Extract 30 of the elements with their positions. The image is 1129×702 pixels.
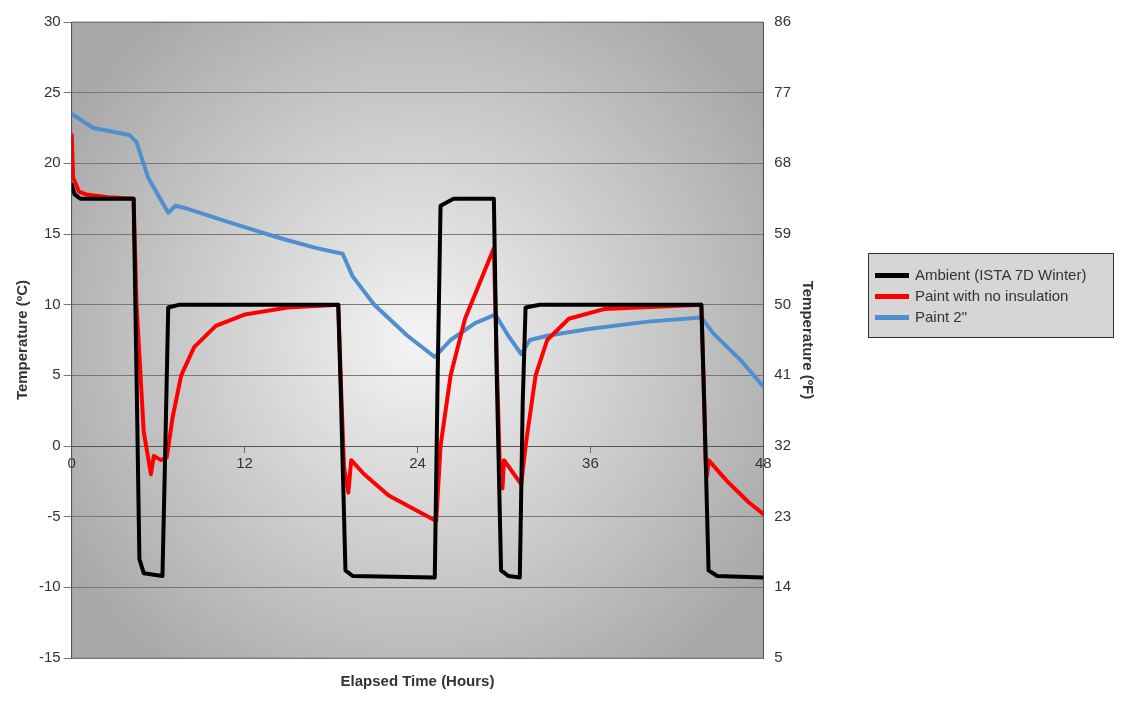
y-tick-label: 15 xyxy=(43,224,61,242)
y-tick-label: 20 xyxy=(43,153,61,171)
y2-axis-title: Temperature (ºF) xyxy=(799,280,817,400)
y2-tick-label: 77 xyxy=(774,82,791,100)
x-tick-label: 48 xyxy=(754,454,772,472)
y2-tick-label: 5 xyxy=(774,648,783,666)
y-tick-label: -15 xyxy=(38,648,61,666)
y2-tick-label: 23 xyxy=(774,506,791,524)
y-tick-label: 25 xyxy=(43,82,61,100)
y2-tick-label: 50 xyxy=(774,294,791,312)
y-tick-label: -10 xyxy=(38,577,61,595)
y-axis-title: Temperature (ºC) xyxy=(13,279,31,401)
y2-tick-label: 59 xyxy=(774,224,791,242)
legend-label: Paint 2" xyxy=(915,308,968,325)
y2-tick-label: 86 xyxy=(774,12,791,30)
y-tick-label: -5 xyxy=(47,506,61,524)
legend-label: Ambient (ISTA 7D Winter) xyxy=(915,266,1087,283)
y2-tick-label: 14 xyxy=(774,577,791,595)
y2-tick-label: 32 xyxy=(774,436,791,454)
legend-label: Paint with no insulation xyxy=(915,287,1069,304)
y2-tick-label: 41 xyxy=(774,365,791,383)
x-tick-label: 36 xyxy=(582,454,599,472)
y-tick-label: 0 xyxy=(52,436,61,454)
x-axis-title: Elapsed Time (Hours) xyxy=(340,672,495,690)
x-tick-label: 12 xyxy=(236,454,253,472)
y-tick-label: 10 xyxy=(43,294,61,312)
y2-tick-label: 68 xyxy=(774,153,791,171)
x-tick-label: 24 xyxy=(409,454,426,472)
y-tick-label: 30 xyxy=(43,12,61,30)
y-tick-label: 5 xyxy=(52,365,61,383)
